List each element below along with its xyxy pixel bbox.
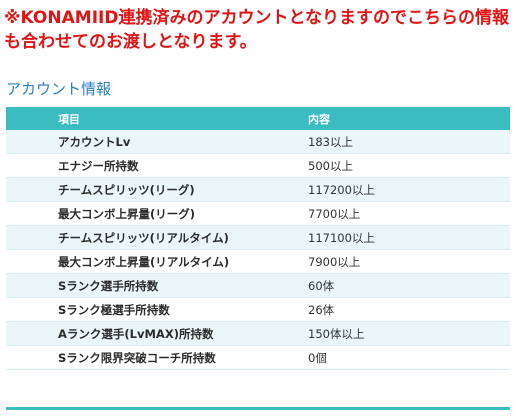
table-row: エナジー所持数 500以上 bbox=[6, 153, 510, 178]
table-row: Sランク限界突破コーチ所持数 0個 bbox=[6, 345, 510, 370]
row-key: アカウントLv bbox=[6, 130, 308, 154]
row-value: 150体以上 bbox=[308, 321, 510, 346]
row-value: 117200以上 bbox=[308, 177, 510, 202]
table-row: 最大コンボ上昇量(リーグ) 7700以上 bbox=[6, 201, 510, 226]
row-key: エナジー所持数 bbox=[6, 153, 308, 178]
row-value: 117100以上 bbox=[308, 225, 510, 250]
row-value: 183以上 bbox=[308, 130, 510, 154]
row-value: 500以上 bbox=[308, 153, 510, 178]
table-row: Sランク選手所持数 60体 bbox=[6, 273, 510, 298]
table-bottom-divider bbox=[6, 407, 510, 410]
table-row: Aランク選手(LvMAX)所持数 150体以上 bbox=[6, 321, 510, 346]
row-value: 26体 bbox=[308, 297, 510, 322]
row-value: 60体 bbox=[308, 273, 510, 298]
section-title: アカウント情報 bbox=[6, 80, 112, 98]
column-header-item: 項目 bbox=[58, 112, 80, 126]
account-info-table: 項目 内容 アカウントLv 183以上 エナジー所持数 500以上 チームスピリ… bbox=[6, 107, 510, 370]
row-value: 0個 bbox=[308, 345, 510, 370]
row-key: チームスピリッツ(リーグ) bbox=[6, 177, 308, 202]
row-value: 7700以上 bbox=[308, 201, 510, 226]
table-header-row: 項目 内容 bbox=[6, 107, 510, 130]
table-row: チームスピリッツ(リーグ) 117200以上 bbox=[6, 177, 510, 202]
row-key: Aランク選手(LvMAX)所持数 bbox=[6, 321, 308, 346]
table-row: アカウントLv 183以上 bbox=[6, 130, 510, 154]
row-key: 最大コンボ上昇量(リーグ) bbox=[6, 201, 308, 226]
table-row: チームスピリッツ(リアルタイム) 117100以上 bbox=[6, 225, 510, 250]
row-key: Sランク選手所持数 bbox=[6, 273, 308, 298]
column-header-content: 内容 bbox=[308, 112, 330, 126]
row-key: チームスピリッツ(リアルタイム) bbox=[6, 225, 308, 250]
row-key: 最大コンボ上昇量(リアルタイム) bbox=[6, 249, 308, 274]
table-row: Sランク極選手所持数 26体 bbox=[6, 297, 510, 322]
account-notice: ※KONAMIID連携済みのアカウントとなりますのでこちらの情報も合わせてのお渡… bbox=[4, 8, 509, 52]
row-value: 7900以上 bbox=[308, 249, 510, 274]
row-key: Sランク限界突破コーチ所持数 bbox=[6, 345, 308, 370]
row-key: Sランク極選手所持数 bbox=[6, 297, 308, 322]
table-row: 最大コンボ上昇量(リアルタイム) 7900以上 bbox=[6, 249, 510, 274]
